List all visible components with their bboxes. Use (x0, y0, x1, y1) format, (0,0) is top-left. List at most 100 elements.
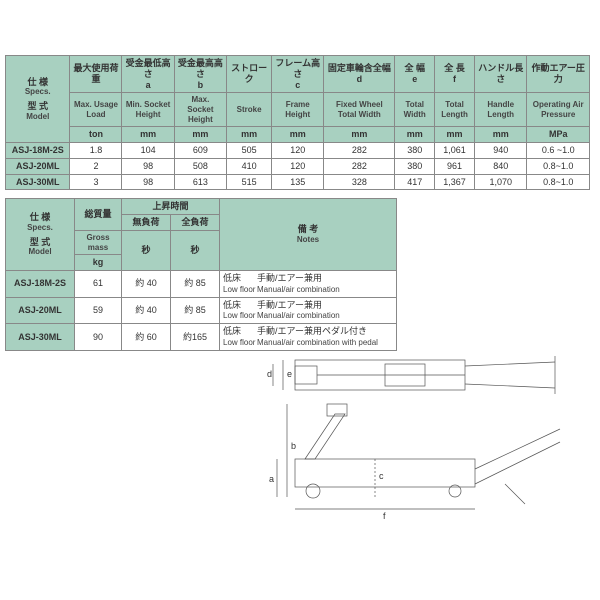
page: 仕 様 Specs. 型 式 Model 最大使用荷重 受金最低高さa 受金最高… (0, 0, 600, 544)
col-jp: 最大使用荷重 (70, 56, 122, 93)
col-en: Operating Air Pressure (527, 93, 590, 127)
dim-f: f (383, 511, 386, 521)
data-cell: 約 85 (171, 297, 220, 324)
data-cell: 120 (272, 142, 324, 158)
data-cell: 約 85 (171, 270, 220, 297)
data-cell: 2 (70, 158, 122, 174)
col-jp: 固定車輪含全幅d (324, 56, 395, 93)
data-cell: 約 60 (122, 324, 171, 351)
data-cell: 417 (395, 174, 435, 190)
unit: mm (272, 127, 324, 143)
model-cell: ASJ-18M-2S (6, 270, 75, 297)
data-cell: 135 (272, 174, 324, 190)
data-cell: 61 (75, 270, 122, 297)
data-cell: 840 (475, 158, 527, 174)
data-cell: 508 (174, 158, 226, 174)
data-cell: 約165 (171, 324, 220, 351)
data-cell: 120 (272, 158, 324, 174)
sec-unit: 秒 (122, 230, 171, 270)
model-cell: ASJ-20ML (6, 297, 75, 324)
col-en: Total Length (435, 93, 475, 127)
col-jp: 作動エアー圧力 (527, 56, 590, 93)
notes-en: Notes (223, 235, 393, 245)
col-en: Stroke (227, 93, 272, 127)
col-jp: フレーム高さc (272, 56, 324, 93)
col-en: Fixed Wheel Total Width (324, 93, 395, 127)
table-row: ASJ-20ML2985084101202823809618400.8~1.0 (6, 158, 590, 174)
data-cell: 0.8~1.0 (527, 158, 590, 174)
data-cell: 98 (122, 158, 174, 174)
model-cell: ASJ-30ML (6, 324, 75, 351)
model-cell: ASJ-20ML (6, 158, 70, 174)
col-en: Frame Height (272, 93, 324, 127)
data-cell: 1,367 (435, 174, 475, 190)
col-jp: 受金最低高さa (122, 56, 174, 93)
model-label-en: Model (9, 112, 66, 122)
model-label-en: Model (9, 247, 71, 257)
data-cell: 3 (70, 174, 122, 190)
data-cell: 505 (227, 142, 272, 158)
data-cell: 380 (395, 142, 435, 158)
col-en: Handle Length (475, 93, 527, 127)
table1-body: ASJ-18M-2S1.81046095051202823801,0619400… (6, 142, 590, 189)
data-cell: 282 (324, 158, 395, 174)
dim-a: a (269, 474, 274, 484)
table2-body: ASJ-18M-2S61約 40約 85低床Low floor手動/エアー兼用M… (6, 270, 397, 350)
jack-diagram: d e a b c f (265, 354, 575, 534)
data-cell: 104 (122, 142, 174, 158)
specs-label-jp: 仕 様 (9, 212, 71, 223)
data-cell: 380 (395, 158, 435, 174)
mass-en: Gross mass (75, 230, 122, 254)
sec-unit: 秒 (171, 230, 220, 270)
table-row: ASJ-30ML90約 60約165低床Low floor手動/エアー兼用ペダル… (6, 324, 397, 351)
dim-b: b (291, 441, 296, 451)
data-cell: 0.8~1.0 (527, 174, 590, 190)
unit: mm (122, 127, 174, 143)
unit: ton (70, 127, 122, 143)
col-jp: 全 幅e (395, 56, 435, 93)
unit: mm (475, 127, 527, 143)
specs-table-2: 仕 様 Specs. 型 式 Model 総質量 上昇時間 備 考 Notes … (5, 198, 397, 350)
data-cell: 約 40 (122, 297, 171, 324)
unit: mm (174, 127, 226, 143)
notes-cell: 低床Low floor手動/エアー兼用Manual/air combinatio… (220, 297, 397, 324)
dim-c: c (379, 471, 384, 481)
data-cell: 約 40 (122, 270, 171, 297)
data-cell: 613 (174, 174, 226, 190)
data-cell: 515 (227, 174, 272, 190)
noload-jp: 無負荷 (122, 215, 171, 231)
data-cell: 609 (174, 142, 226, 158)
unit: MPa (527, 127, 590, 143)
col-en: Max. Socket Height (174, 93, 226, 127)
data-cell: 961 (435, 158, 475, 174)
table-row: ASJ-18M-2S1.81046095051202823801,0619400… (6, 142, 590, 158)
col-jp: ハンドル長さ (475, 56, 527, 93)
model-label-jp: 型 式 (9, 101, 66, 112)
specs-label-en: Specs. (9, 87, 66, 97)
notes-cell: 低床Low floor手動/エアー兼用ペダル付きManual/air combi… (220, 324, 397, 351)
data-cell: 1.8 (70, 142, 122, 158)
dim-e: e (287, 369, 292, 379)
table-row: ASJ-18M-2S61約 40約 85低床Low floor手動/エアー兼用M… (6, 270, 397, 297)
table-row: ASJ-20ML59約 40約 85低床Low floor手動/エアー兼用Man… (6, 297, 397, 324)
data-cell: 940 (475, 142, 527, 158)
data-cell: 328 (324, 174, 395, 190)
unit: mm (435, 127, 475, 143)
data-cell: 98 (122, 174, 174, 190)
data-cell: 282 (324, 142, 395, 158)
data-cell: 90 (75, 324, 122, 351)
specs-label-en: Specs. (9, 223, 71, 233)
mass-jp: 総質量 (75, 199, 122, 231)
data-cell: 1,061 (435, 142, 475, 158)
notes-header: 備 考 Notes (220, 199, 397, 271)
dim-d: d (267, 369, 272, 379)
col-jp: 全 長f (435, 56, 475, 93)
data-cell: 0.6 ~1.0 (527, 142, 590, 158)
notes-cell: 低床Low floor手動/エアー兼用Manual/air combinatio… (220, 270, 397, 297)
model-cell: ASJ-30ML (6, 174, 70, 190)
specs-label-jp: 仕 様 (9, 77, 66, 88)
model-label-jp: 型 式 (9, 237, 71, 248)
corner-cell: 仕 様 Specs. 型 式 Model (6, 56, 70, 143)
table-row: ASJ-30ML3986135151353284171,3671,0700.8~… (6, 174, 590, 190)
model-cell: ASJ-18M-2S (6, 142, 70, 158)
